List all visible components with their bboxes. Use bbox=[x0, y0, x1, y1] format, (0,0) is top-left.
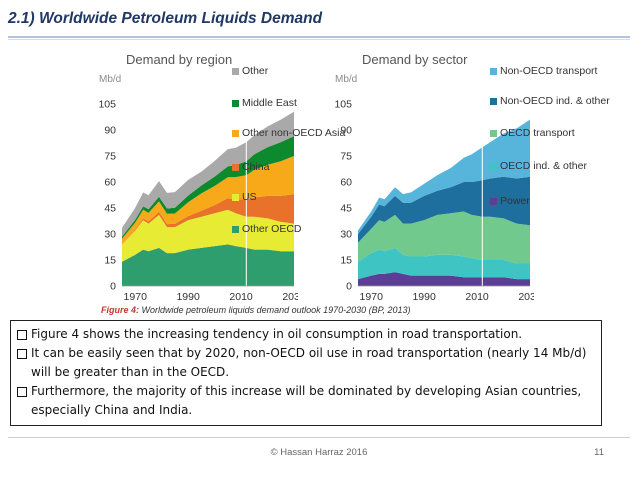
legend-swatch bbox=[232, 194, 239, 201]
y-tick-label: 75 bbox=[340, 151, 352, 163]
legend-label: Other OECD bbox=[242, 223, 302, 235]
page-number: 11 bbox=[594, 447, 604, 458]
bullet-text: It can be easily seen that by 2020, non-… bbox=[31, 346, 587, 379]
legend-label: Non-OECD ind. & other bbox=[500, 95, 610, 107]
y-tick-label: 15 bbox=[104, 255, 116, 267]
y-tick-label: 60 bbox=[104, 177, 116, 189]
chart-title: Demand by sector bbox=[362, 52, 468, 67]
legend-swatch bbox=[490, 130, 497, 137]
bullet-item: Figure 4 shows the increasing tendency i… bbox=[17, 325, 593, 344]
y-axis-unit: Mb/d bbox=[99, 74, 122, 85]
figure-caption: Figure 4: Worldwide petroleum liquids de… bbox=[101, 305, 411, 315]
legend-label: Non-OECD transport bbox=[500, 65, 598, 77]
footer-divider bbox=[8, 437, 630, 438]
y-tick-label: 105 bbox=[98, 99, 116, 111]
figure-caption-text: Worldwide petroleum liquids demand outlo… bbox=[141, 305, 411, 315]
chart-demand-by-region: Demand by region Mb/d 0 15 30 45 60 75 90 105 19… bbox=[88, 44, 298, 306]
y-tick-label: 105 bbox=[334, 99, 352, 111]
legend-swatch bbox=[232, 130, 239, 137]
x-tick-label: 1990 bbox=[412, 291, 436, 303]
area-series-other-non-oecd-asia bbox=[122, 156, 294, 244]
bullet-item: It can be easily seen that by 2020, non-… bbox=[17, 344, 593, 382]
checkbox-bullet-icon bbox=[17, 387, 27, 397]
legend-swatch bbox=[232, 68, 239, 75]
area-series-other-oecd bbox=[122, 244, 294, 286]
legend-label: China bbox=[242, 161, 270, 173]
chart-title: Demand by region bbox=[126, 52, 233, 67]
legend-label: Power bbox=[500, 195, 530, 207]
chart-demand-by-sector: Demand by sector Mb/d 0 15 30 45 60 75 90 105 19… bbox=[324, 44, 534, 306]
slide-title: 2.1) Worldwide Petroleum Liquids Demand bbox=[8, 10, 323, 27]
y-tick-label: 60 bbox=[340, 177, 352, 189]
legend-swatch bbox=[490, 163, 497, 170]
x-tick-label: 2030 bbox=[518, 291, 534, 303]
area-series-power bbox=[358, 272, 530, 286]
y-tick-label: 90 bbox=[104, 125, 116, 137]
chart-svg-region: 0 15 30 45 60 75 90 105 1970 1990 2010 2030 bbox=[98, 96, 298, 303]
legend-swatch bbox=[490, 198, 497, 205]
y-tick-label: 45 bbox=[340, 203, 352, 215]
y-tick-label: 30 bbox=[340, 229, 352, 241]
legend-swatch bbox=[232, 100, 239, 107]
x-tick-label: 2010 bbox=[229, 291, 253, 303]
legend-label: Other non-OECD Asia bbox=[242, 127, 346, 139]
area-series-china bbox=[122, 194, 294, 245]
bullet-text: Furthermore, the majority of this increa… bbox=[31, 384, 582, 417]
area-series-non-oecd-ind-other bbox=[358, 176, 530, 243]
y-tick-label: 30 bbox=[104, 229, 116, 241]
x-tick-label: 1990 bbox=[176, 291, 200, 303]
area-series-middle-east bbox=[122, 136, 294, 239]
legend-label: US bbox=[242, 191, 257, 203]
checkbox-bullet-icon bbox=[17, 349, 27, 359]
legend-swatch bbox=[490, 68, 497, 75]
legend-swatch bbox=[232, 164, 239, 171]
y-tick-label: 0 bbox=[110, 281, 116, 293]
footer-copyright: © Hassan Harraz 2016 bbox=[270, 447, 368, 458]
area-series-us bbox=[122, 209, 294, 262]
legend-label: OECD ind. & other bbox=[500, 160, 587, 172]
figure-label: Figure 4: bbox=[101, 305, 140, 315]
area-series-oecd-ind-other bbox=[358, 247, 530, 280]
legend-swatch bbox=[232, 226, 239, 233]
checkbox-bullet-icon bbox=[17, 330, 27, 340]
x-tick-label: 1970 bbox=[124, 291, 148, 303]
y-axis-unit: Mb/d bbox=[335, 74, 358, 85]
area-series-other bbox=[122, 111, 294, 237]
y-tick-label: 45 bbox=[104, 203, 116, 215]
area-series-non-oecd-transport bbox=[358, 119, 530, 234]
legend-label: Other bbox=[242, 65, 269, 77]
legend-label: OECD transport bbox=[500, 127, 575, 139]
title-divider bbox=[8, 36, 630, 38]
y-tick-label: 0 bbox=[346, 281, 352, 293]
bullet-text: Figure 4 shows the increasing tendency i… bbox=[31, 327, 523, 341]
y-tick-label: 90 bbox=[340, 125, 352, 137]
bullet-text-box: Figure 4 shows the increasing tendency i… bbox=[10, 320, 602, 426]
title-divider-secondary bbox=[8, 39, 630, 40]
y-tick-label: 15 bbox=[340, 255, 352, 267]
chart-svg-sector: 0 15 30 45 60 75 90 105 1970 1990 2010 2030 bbox=[334, 96, 534, 303]
x-tick-label: 2010 bbox=[465, 291, 489, 303]
area-series-oecd-transport bbox=[358, 211, 530, 264]
legend-swatch bbox=[490, 98, 497, 105]
legend-label: Middle East bbox=[242, 97, 297, 109]
x-tick-label: 2030 bbox=[282, 291, 298, 303]
bullet-item: Furthermore, the majority of this increa… bbox=[17, 382, 593, 420]
y-tick-label: 75 bbox=[104, 151, 116, 163]
x-tick-label: 1970 bbox=[360, 291, 384, 303]
